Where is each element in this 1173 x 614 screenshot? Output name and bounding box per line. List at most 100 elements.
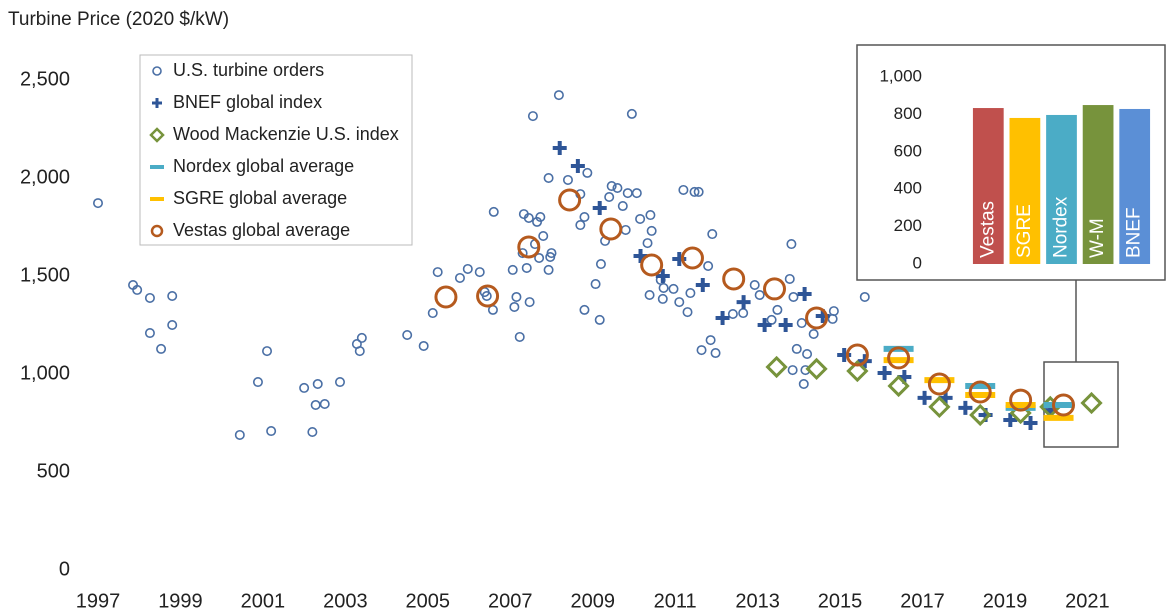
- point: [543, 264, 554, 275]
- point: [312, 378, 323, 389]
- point: [310, 399, 321, 410]
- point: [674, 297, 685, 308]
- point: [928, 395, 951, 419]
- point: [606, 181, 617, 192]
- point: [788, 291, 799, 302]
- point: [640, 253, 664, 277]
- point: [454, 272, 465, 283]
- point: [805, 306, 829, 330]
- point: [797, 287, 812, 302]
- point: [334, 377, 345, 388]
- point: [917, 390, 932, 405]
- point: [646, 225, 657, 236]
- bar-label: SGRE: [1014, 204, 1035, 258]
- point: [427, 308, 438, 319]
- point: [509, 301, 520, 312]
- point: [754, 290, 765, 301]
- point: [617, 201, 628, 212]
- point: [354, 346, 365, 357]
- point: [594, 314, 605, 325]
- point: [655, 269, 670, 283]
- point: [887, 346, 911, 370]
- point: [402, 329, 413, 340]
- point: [523, 212, 534, 223]
- point: [635, 213, 646, 224]
- legend-label: U.S. turbine orders: [173, 60, 324, 80]
- point: [626, 108, 637, 119]
- point: [631, 188, 642, 199]
- point: [507, 264, 518, 275]
- legend-marker: [152, 66, 162, 76]
- point: [703, 261, 714, 272]
- point: [144, 292, 155, 303]
- point: [558, 188, 582, 212]
- point: [791, 343, 802, 354]
- y-tick-label: 0: [59, 558, 70, 580]
- point: [144, 328, 155, 339]
- point: [604, 192, 615, 203]
- point: [167, 319, 178, 330]
- x-tick-label: 2021: [1065, 590, 1110, 612]
- bar: [1046, 114, 1077, 264]
- point: [524, 297, 535, 308]
- legend-label: BNEF global index: [173, 92, 322, 112]
- point: [845, 343, 869, 367]
- point: [620, 224, 631, 235]
- point: [887, 374, 910, 398]
- point: [299, 382, 310, 393]
- point: [805, 357, 828, 381]
- inset-y-tick-label: 0: [913, 253, 922, 272]
- point: [772, 304, 783, 315]
- point: [786, 239, 797, 250]
- legend-marker: [150, 224, 164, 238]
- x-tick-label: 2009: [570, 590, 615, 612]
- x-tick-label: 2019: [983, 590, 1028, 612]
- point: [538, 231, 549, 242]
- point: [434, 285, 458, 309]
- point: [727, 309, 738, 320]
- point: [476, 284, 500, 308]
- y-axis-label: Turbine Price (2020 $/kW): [8, 9, 229, 30]
- point: [787, 365, 798, 376]
- point: [511, 291, 522, 302]
- x-tick-label: 1999: [158, 590, 203, 612]
- x-tick-label: 2001: [241, 590, 286, 612]
- point: [796, 318, 807, 329]
- bar-label: BNEF: [1124, 207, 1145, 258]
- point: [543, 173, 554, 184]
- point: [642, 238, 653, 249]
- point: [527, 111, 538, 122]
- point: [462, 263, 473, 274]
- point: [722, 267, 746, 291]
- x-tick-label: 2007: [488, 590, 533, 612]
- point: [517, 235, 541, 259]
- point: [319, 398, 330, 409]
- y-tick-label: 2,500: [20, 68, 70, 90]
- point: [167, 290, 178, 301]
- legend-box: [139, 54, 413, 246]
- point: [696, 345, 707, 356]
- point: [678, 184, 689, 195]
- point: [738, 308, 749, 319]
- y-tick-label: 2,000: [20, 166, 70, 188]
- point: [418, 340, 429, 351]
- x-tick-label: 2015: [818, 590, 863, 612]
- point: [798, 378, 809, 389]
- point: [927, 372, 951, 396]
- point: [575, 220, 586, 231]
- point: [307, 427, 318, 438]
- x-tick-label: 1997: [76, 590, 121, 612]
- point: [644, 290, 655, 301]
- point: [599, 217, 623, 241]
- legend-label: SGRE global average: [173, 188, 347, 208]
- inset-y-tick-label: 1,000: [879, 66, 922, 85]
- y-tick-label: 500: [37, 460, 70, 482]
- point: [802, 349, 813, 360]
- point: [262, 346, 273, 357]
- point: [763, 277, 787, 301]
- point: [658, 282, 669, 293]
- point: [535, 212, 546, 223]
- point: [693, 186, 704, 197]
- point: [757, 318, 772, 332]
- point: [562, 174, 573, 185]
